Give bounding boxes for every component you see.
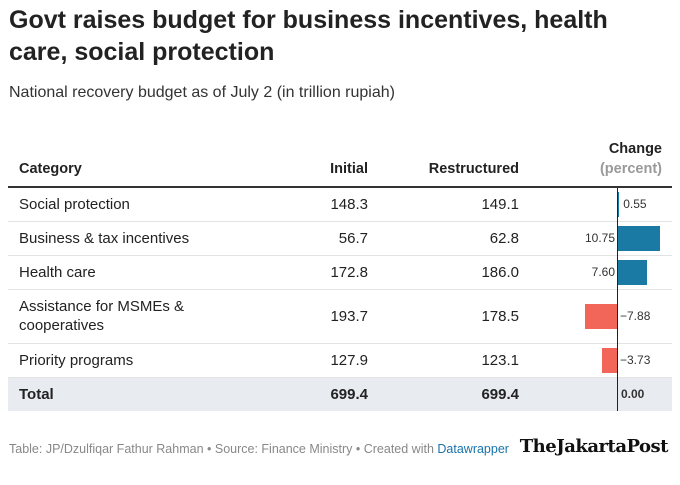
table-row: Priority programs 127.9 123.1 −3.73 [8,344,672,378]
row-category: Business & tax incentives [19,230,190,247]
total-row: Total 699.4 699.4 0.00 [8,378,672,411]
row-initial: 193.7 [330,307,368,325]
footer: Table: JP/Dzulfiqar Fathur Rahman • Sour… [9,440,509,458]
zero-axis-line [617,188,618,411]
change-label: −3.73 [620,352,651,367]
total-category: Total [19,386,54,403]
table-body: Social protection 148.3 149.1 0.55 Business … [8,188,672,411]
row-category: Social protection [19,196,130,213]
row-category: Health care [19,264,96,281]
header-category: Category [19,161,82,177]
change-label: 7.60 [591,264,615,279]
row-restructured: 123.1 [481,351,519,369]
row-restructured: 62.8 [489,229,519,247]
change-bar [617,260,648,285]
row-initial: 172.8 [330,263,368,281]
row-category: Priority programs [19,352,134,369]
total-restructured: 699.4 [481,386,519,403]
change-bar [585,304,617,329]
header-restructured: Restructured [428,161,519,177]
row-restructured: 149.1 [481,195,519,213]
change-bar [617,192,620,217]
header-change: Change [608,141,662,157]
row-restructured: 186.0 [481,263,519,281]
change-label: −7.88 [620,308,651,323]
header-initial: Initial [330,161,368,177]
jakarta-post-logo: TheJakartaPost [519,436,669,457]
total-initial: 699.4 [330,386,368,403]
change-label: 0.00 [621,386,645,401]
table-row: Health care 172.8 186.0 7.60 [8,256,672,290]
chart-subtitle: National recovery budget as of July 2 (i… [9,84,395,101]
row-category: Assistance for MSMEs & cooperatives [19,298,185,334]
row-initial: 148.3 [330,195,368,213]
footer-credit: Table: JP/Dzulfiqar Fathur Rahman • Sour… [9,442,434,456]
change-bar [602,348,617,373]
row-restructured: 178.5 [481,307,519,325]
datawrapper-link[interactable]: Datawrapper [437,442,509,456]
table-row: Social protection 148.3 149.1 0.55 [8,188,672,222]
header-change-unit: (percent) [599,161,662,177]
row-initial: 56.7 [338,229,368,247]
budget-table: Category Initial Restructured Change (pe… [8,135,672,411]
table-header: Category Initial Restructured Change (pe… [8,135,672,188]
change-label: 10.75 [584,230,615,245]
row-initial: 127.9 [330,351,368,369]
chart-title: Govt raises budget for business incentiv… [9,6,608,66]
change-label: 0.55 [623,196,647,211]
table-row: Business & tax incentives 56.7 62.8 10.75 [8,222,672,256]
change-bar [617,226,660,251]
table-row: Assistance for MSMEs & cooperatives 193.7… [8,290,672,344]
